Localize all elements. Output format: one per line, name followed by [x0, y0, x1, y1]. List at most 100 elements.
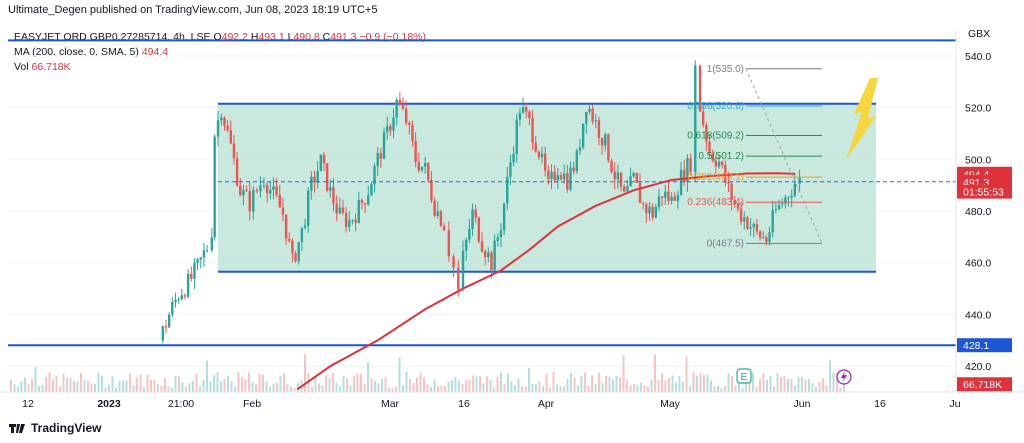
candle-body: [743, 217, 746, 222]
volume-bar: [682, 381, 684, 392]
candle-body: [562, 173, 566, 180]
candle-body: [392, 117, 395, 131]
price-tick-label: 480.0: [965, 206, 991, 218]
candle-body: [698, 65, 702, 112]
candle-body: [468, 228, 471, 240]
volume-bar: [808, 378, 810, 392]
volume-bar: [405, 372, 408, 392]
volume-bar: [552, 372, 555, 392]
tradingview-brand[interactable]: TradingView: [31, 421, 102, 435]
volume-bar: [213, 375, 215, 392]
volume-bar: [255, 384, 257, 392]
candle-body: [245, 189, 248, 192]
time-axis: 12 2023 21:00 Feb Mar 16 Apr May Jun 16 Ju: [0, 391, 1024, 410]
volume-bar: [325, 375, 327, 392]
candle-body: [664, 191, 667, 198]
volume-bar: [55, 375, 58, 392]
time-tick-label: May: [660, 398, 681, 410]
time-tick-label: 2023: [97, 398, 121, 410]
volume-bar: [66, 378, 68, 392]
volume-bar: [202, 380, 205, 392]
volume-bar: [52, 379, 54, 392]
fib-level-label: 0.618(509.2): [687, 130, 744, 141]
time-tick-label: Mar: [381, 398, 400, 410]
ma-legend[interactable]: MA (200, close, 0, SMA, 5) 494.4: [14, 46, 168, 58]
volume-bar: [636, 385, 639, 392]
candle-body: [566, 173, 569, 190]
volume-bar: [797, 376, 800, 392]
volume-bar: [713, 386, 716, 392]
volume-bar: [272, 383, 275, 392]
volume-bar: [794, 385, 796, 392]
candle-body: [411, 124, 414, 141]
candle-body: [667, 191, 670, 201]
event-markers: E: [736, 368, 852, 385]
footer: TradingView: [8, 421, 101, 435]
candle-body: [626, 186, 629, 192]
candle-body: [335, 203, 338, 214]
volume-bar: [20, 381, 23, 392]
candle-body: [506, 176, 509, 204]
volume-bar: [108, 384, 110, 392]
volume-bar: [398, 357, 401, 392]
candle-body: [193, 262, 196, 279]
candle-body: [316, 171, 319, 183]
volume-bar: [384, 377, 387, 392]
candle-body: [705, 124, 708, 142]
volume-bar: [608, 376, 611, 392]
volume-bar: [335, 382, 338, 392]
candle-body: [216, 120, 220, 137]
volume-bar: [38, 386, 40, 392]
candle-body: [272, 186, 275, 190]
volume-bar: [195, 373, 198, 392]
volume-bar: [251, 381, 254, 392]
volume-bar: [731, 375, 733, 392]
low-label: L: [287, 31, 294, 43]
arrow-annotation[interactable]: [846, 78, 878, 160]
candle-body: [370, 184, 373, 196]
candle-body: [733, 200, 736, 205]
candle-body: [447, 230, 451, 257]
candle-body: [781, 203, 784, 205]
candle-body: [581, 123, 585, 148]
candle-body: [673, 196, 676, 201]
candle-body: [547, 170, 550, 179]
candle-body: [269, 189, 272, 194]
candle-body: [376, 152, 379, 166]
volume-bar: [104, 387, 107, 392]
volume-bar: [769, 375, 772, 392]
volume-bar: [594, 384, 597, 392]
volume-bar: [402, 385, 404, 392]
fibonacci-retracement[interactable]: 1(535.0) 0.786(520.6) 0.618(509.2) 0.5(501.…: [687, 64, 823, 250]
volume-bar: [822, 378, 824, 392]
volume-bar: [689, 386, 691, 392]
candle-body: [679, 169, 683, 195]
candle-body: [487, 252, 490, 258]
volume-legend[interactable]: Vol 66.718K: [14, 61, 71, 73]
volume-bar: [269, 386, 271, 392]
volume-bar: [514, 385, 516, 392]
candle-body: [423, 162, 427, 167]
volume-bar: [136, 377, 138, 392]
volume-bar: [493, 387, 495, 392]
volume-bar: [717, 385, 719, 392]
candle-body: [752, 224, 755, 228]
volume-bar: [461, 383, 464, 392]
volume-bar: [829, 360, 831, 392]
candle-body: [556, 175, 560, 181]
candle-body: [540, 153, 544, 158]
volume-bar: [164, 378, 166, 392]
price-tag-label: 428.1: [963, 340, 989, 352]
candle-body: [749, 227, 752, 229]
candle-body: [765, 237, 768, 243]
fib-level-label: 0.236(483.4): [687, 197, 744, 208]
volume-bar: [279, 376, 282, 392]
volume-bar: [139, 374, 142, 392]
volume-bar: [150, 380, 152, 392]
time-tick-label: Jun: [794, 398, 811, 410]
volume-bar: [437, 386, 439, 392]
volume-bar: [622, 355, 625, 392]
volume-bar: [542, 385, 544, 392]
volume-bar: [468, 380, 471, 392]
